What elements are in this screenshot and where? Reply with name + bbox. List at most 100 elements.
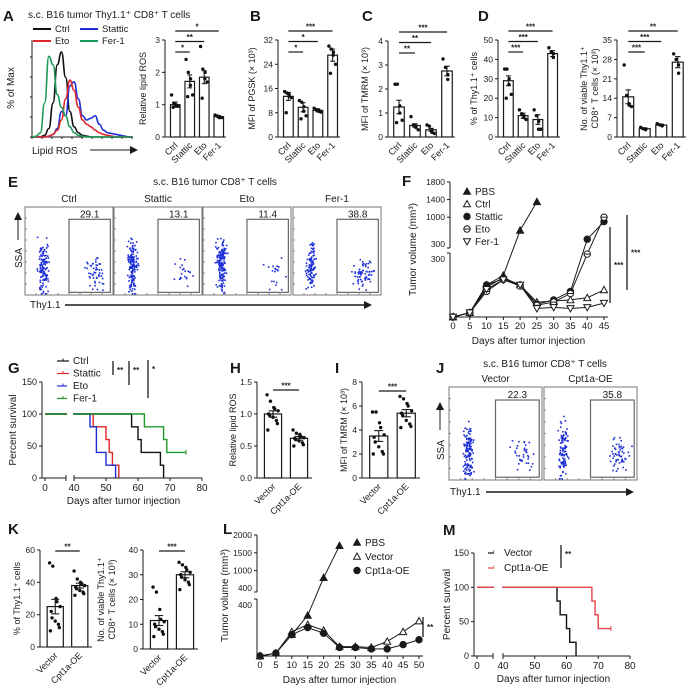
cell-dot [464,435,467,438]
cell-dot [223,292,225,295]
cell-dot [362,265,364,267]
cell-dot [128,276,131,279]
x-tick-label: Fer-1 [429,140,451,162]
y-tick-label: 1400 [426,195,445,205]
cell-dot [181,268,184,271]
cell-dot [40,254,42,256]
panel-label: J [436,360,444,377]
cell-dot [225,272,228,275]
data-point [505,67,509,71]
cell-dot [45,279,47,281]
cell-dot [466,449,469,452]
data-point [201,67,205,71]
cell-dot [467,437,470,440]
cell-dot [469,466,472,469]
data-point [299,100,304,104]
panel-j-title: s.c. B16 tumor CD8⁺ T cells [483,359,607,370]
cell-dot [466,466,469,468]
cell-dot [462,452,465,455]
bar [175,574,195,650]
cell-dot [100,269,103,271]
cell-dot [464,464,466,466]
cell-dot [527,458,529,460]
y-axis-label: Relative lipid ROS [138,52,148,125]
cell-dot [466,463,469,465]
cell-dot [42,274,44,277]
data-point [154,590,159,594]
cell-dot [47,245,49,248]
cell-dot [42,290,45,293]
cell-dot [96,288,99,291]
cell-dot [463,445,466,447]
data-point [219,115,224,120]
cell-dot [89,284,91,287]
cell-dot [362,269,364,272]
y-tick-label: 0.5 [240,441,252,451]
x-tick-label: 50 [529,661,541,672]
panel-label: F [402,173,411,190]
data-point [57,625,62,630]
flow-plot-2 [202,206,292,296]
cell-dot [308,258,311,260]
data-point [398,111,402,115]
data-point [539,127,543,131]
cell-dot [305,272,308,275]
cell-dot [127,261,130,263]
cell-dot [562,462,565,464]
x-tick-label: 25 [334,660,345,671]
cell-dot [465,473,467,475]
cell-dot [309,277,311,280]
cell-dot [356,276,359,278]
cell-dot [127,256,129,259]
data-point [551,55,555,60]
cell-dot [96,268,98,271]
cell-dot [359,272,361,274]
cell-dot [86,262,89,265]
data-point [49,609,53,614]
cell-dot [220,263,223,266]
y-tick-label: 300 [431,254,445,264]
cell-dot [223,267,225,270]
cell-dot [516,447,518,450]
marker-triangle-down-open [498,276,508,285]
cell-dot [42,269,44,271]
cell-dot [563,451,566,453]
cell-dot [467,443,469,446]
cell-dot [562,438,565,440]
marker-circle-filled [288,630,296,639]
legend-label: PBS [475,187,495,198]
cell-dot [357,278,360,281]
data-point [82,583,87,588]
data-point [373,440,377,444]
cell-dot [223,257,226,260]
cell-dot [358,276,361,278]
flow-plot-label: Stattic [144,194,172,205]
y-tick-label: 150 [454,548,469,558]
cell-dot [94,284,96,287]
cell-dot [94,280,96,283]
cell-dot [95,264,98,266]
cell-dot [469,430,471,433]
cell-dot [132,261,135,263]
cell-dot [219,258,222,260]
cell-dot [221,270,223,272]
cell-dot [565,454,568,456]
cell-dot [309,244,312,246]
significance-label: ** [412,34,419,43]
x-tick-label: 60 [561,661,573,672]
bar [198,76,210,138]
cell-dot [523,441,526,443]
cell-dot [309,282,312,285]
data-point [78,588,82,593]
cell-dot [134,271,136,273]
cell-dot [216,286,219,288]
cell-dot [127,258,129,261]
cell-dot [471,466,473,468]
cell-dot [561,438,564,440]
cell-dot [612,438,615,441]
cell-dot [41,252,44,254]
data-point [171,105,175,109]
x-tick-label: 50 [100,483,112,494]
significance-label: *** [518,33,528,42]
cell-dot [92,277,95,279]
